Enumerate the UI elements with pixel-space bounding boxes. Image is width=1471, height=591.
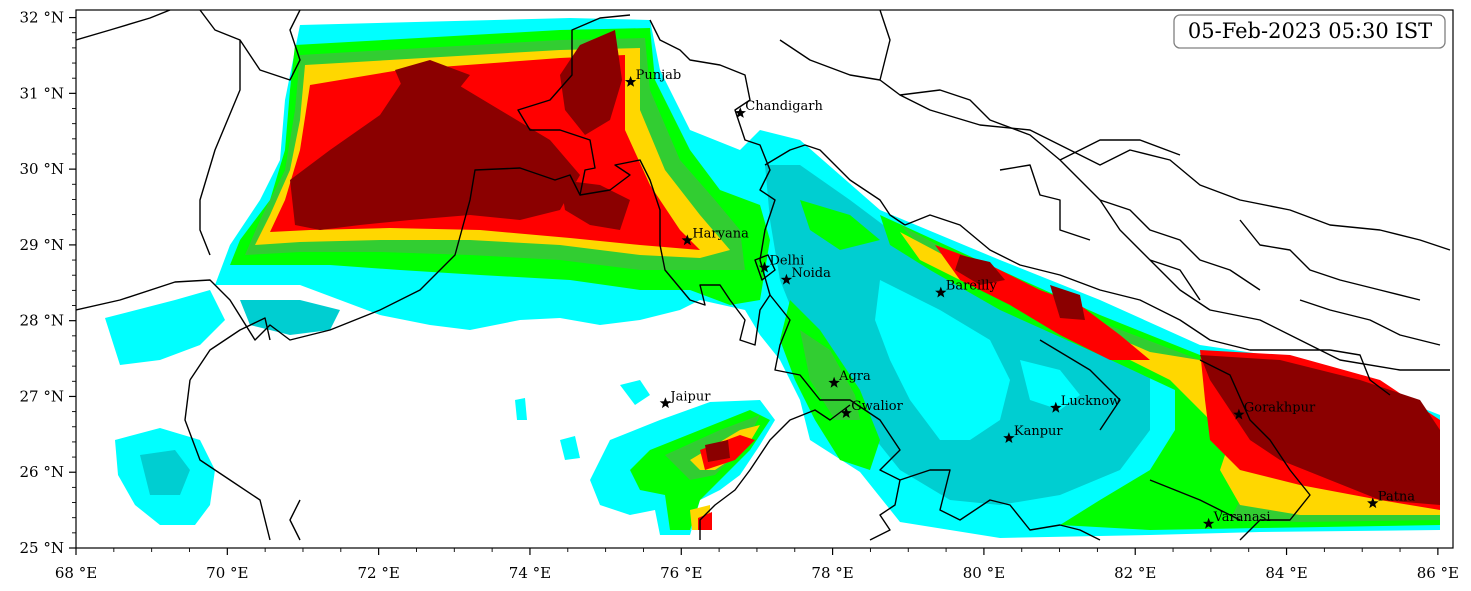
city-label: Delhi [770,254,805,269]
axes: 68 °E 70 °E 72 °E 74 °E 76 °E 78 °E 80 °E 82 °E… [20,9,1460,582]
boundary-up-west [764,144,906,541]
city-delhi: Delhi [758,254,805,273]
boundary-nepal [879,10,1450,371]
y-tick-label: 25 °N [20,539,64,557]
city-label: Lucknow [1061,394,1121,409]
city-label: Haryana [692,226,749,241]
star-marker-icon [659,397,672,409]
boundary-up-internal [1039,339,1241,521]
city-bareilly: Bareilly [935,279,997,298]
y-tick-label: 26 °N [20,463,64,481]
city-label: Chandigarh [745,99,823,114]
city-jaipur: Jaipur [659,389,711,409]
city-punjab: Punjab [624,68,682,87]
y-tick-label: 27 °N [20,387,64,405]
fog-level-dark-red [290,30,1440,505]
star-marker-icon [1202,517,1215,529]
boundary-haryana-punjab [579,19,776,346]
y-tick-label: 32 °N [20,9,64,27]
timestamp-frame [1173,14,1446,49]
star-marker-icon [840,407,852,418]
star-marker-icon [734,107,746,118]
boundary-lines [76,10,1451,541]
star-marker-icon [681,234,693,246]
x-tick-label: 84 °E [1265,564,1307,582]
city-label: Agra [838,369,871,384]
star-marker-icon [1233,408,1245,420]
city-label: Bareilly [946,279,998,294]
city-gorakhpur: Gorakhpur [1233,401,1316,420]
fog-level-cyan-core [875,280,1080,440]
boundary-up-south [699,404,1101,541]
timestamp-label: 05-Feb-2023 05:30 IST [1188,19,1432,43]
boundary-afghan [199,10,301,256]
boundary-nepal-internal [999,164,1441,346]
y-tick-label: 30 °N [20,160,64,178]
city-haryana: Haryana [681,226,749,246]
boundary-china-tibet [779,39,1451,251]
city-label: Kanpur [1014,424,1064,439]
city-label: Gorakhpur [1244,401,1316,416]
city-label: Punjab [636,68,682,83]
star-marker-icon [1367,497,1379,509]
star-marker-icon [935,286,947,298]
y-tick-label: 29 °N [20,236,64,254]
city-patna: Patna [1367,489,1416,509]
city-varanasi: Varanasi [1202,510,1271,529]
city-lucknow: Lucknow [1050,394,1120,413]
star-marker-icon [624,76,637,87]
plot-frame [75,9,1454,549]
city-kanpur: Kanpur [1003,424,1063,443]
boundary-delhi [754,254,776,281]
y-tick-label: 31 °N [20,84,64,102]
city-label: Noida [791,266,831,281]
star-marker-icon [1050,401,1062,413]
star-marker-icon [1003,432,1015,443]
city-gwalior: Gwalior [840,399,904,418]
city-chandigarh: Chandigarh [734,99,823,118]
city-label: Jaipur [668,389,711,404]
x-tick-label: 86 °E [1417,564,1459,582]
star-marker-icon [828,376,840,388]
y-tick-label: 28 °N [20,312,64,330]
star-marker-icon [758,261,771,273]
fog-density-field [105,18,1440,538]
x-tick-label: 80 °E [963,564,1005,582]
boundary-rajasthan-south [184,317,301,541]
x-tick-label: 68 °E [55,564,97,582]
x-tick-label: 70 °E [206,564,248,582]
city-noida: Noida [780,266,831,285]
x-tick-label: 82 °E [1114,564,1156,582]
x-tick-label: 78 °E [811,564,853,582]
boundary-bihar [1199,349,1391,541]
city-agra: Agra [828,369,871,388]
star-marker-icon [780,273,793,285]
x-tick-label: 72 °E [357,564,399,582]
city-label: Patna [1378,489,1416,504]
timestamp-box: 05-Feb-2023 05:30 IST [1173,14,1446,49]
x-tick-label: 76 °E [660,564,702,582]
city-label: Gwalior [851,399,903,414]
x-tick-label: 74 °E [509,564,551,582]
city-label: Varanasi [1213,510,1271,525]
